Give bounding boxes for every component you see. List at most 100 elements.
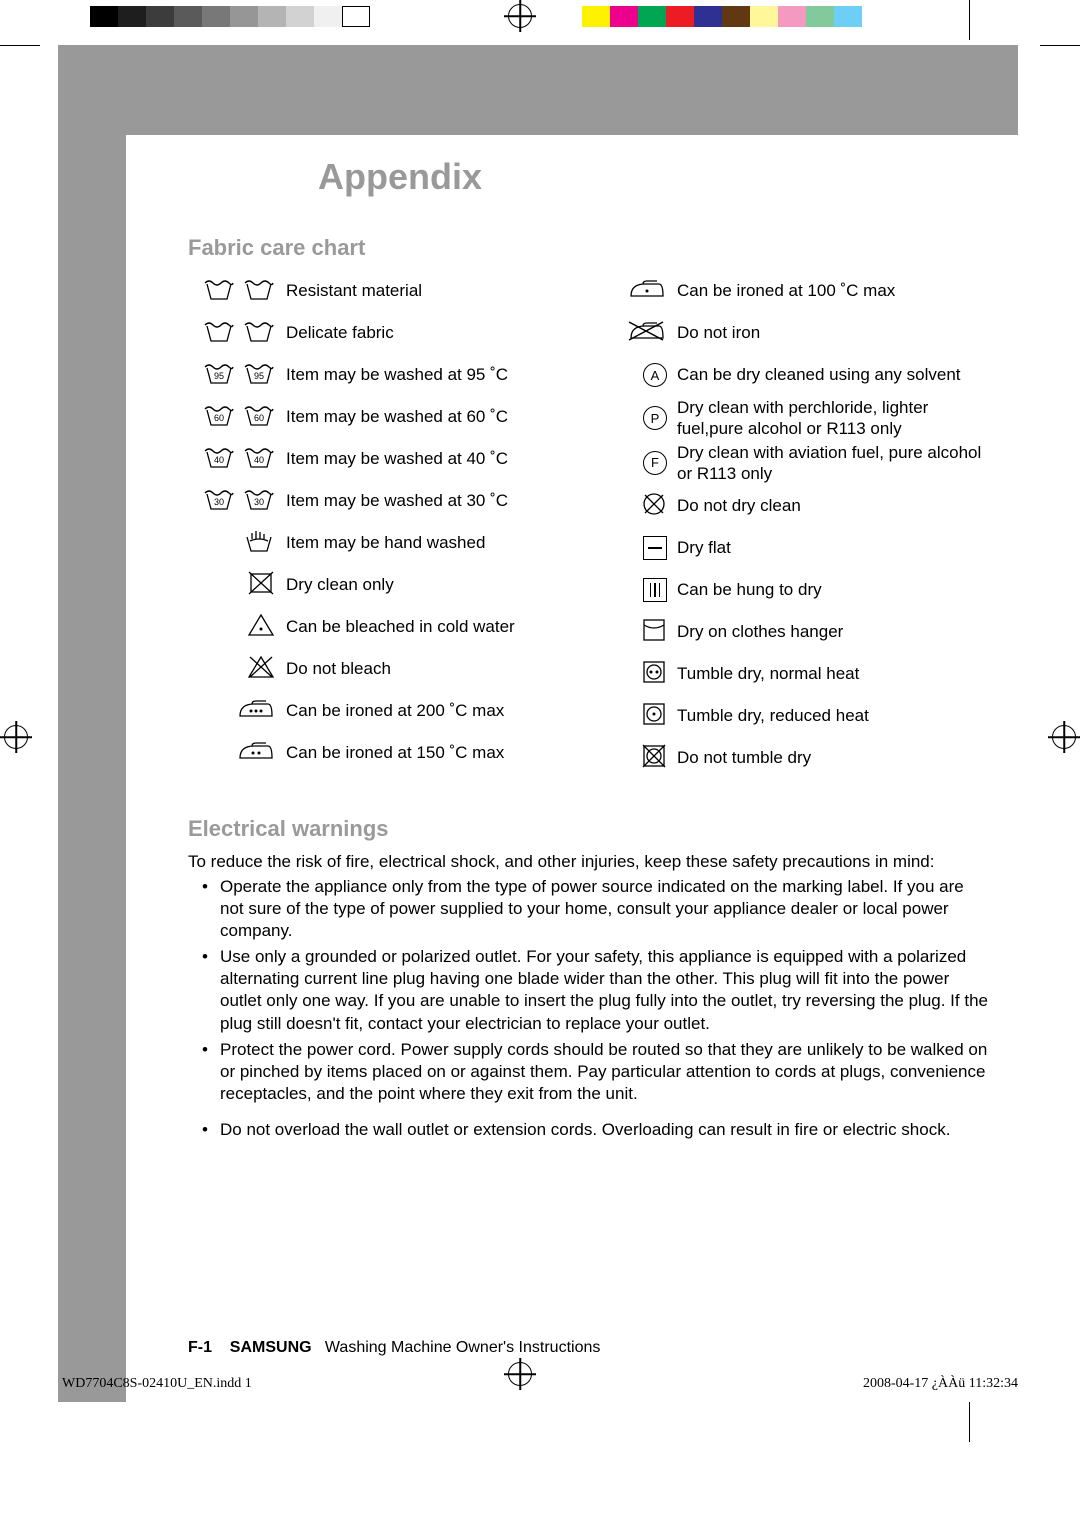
page-border-left — [58, 45, 126, 1402]
icon-slot — [607, 276, 667, 307]
care-label: Delicate fabric — [286, 322, 571, 343]
chart-row: 60 60 Item may be washed at 60 ˚C — [188, 397, 571, 437]
chart-row: P Dry clean with perchloride, lighter fue… — [607, 397, 990, 440]
chart-row: Dry flat — [607, 528, 990, 568]
svg-text:95: 95 — [214, 371, 224, 381]
chart-row: Delicate fabric — [188, 313, 571, 353]
warning-item: Operate the appliance only from the type… — [220, 876, 990, 942]
svg-text:60: 60 — [214, 413, 224, 423]
care-label: Dry flat — [677, 537, 990, 558]
icon-slot — [607, 536, 667, 560]
crop-mark — [0, 45, 40, 46]
chart-row: Can be ironed at 200 ˚C max — [188, 691, 571, 731]
care-label: Dry clean with aviation fuel, pure alcoh… — [677, 442, 990, 485]
no-tumble-icon — [641, 743, 667, 774]
chart-row: Do not iron — [607, 313, 990, 353]
wash60-icon: 60 — [202, 401, 236, 434]
care-label: Tumble dry, reduced heat — [677, 705, 990, 726]
no-iron-icon — [625, 318, 667, 349]
appendix-title-box: Appendix — [225, 149, 575, 204]
iron3-icon — [234, 696, 276, 727]
chart-row: 30 30 Item may be washed at 30 ˚C — [188, 481, 571, 521]
wash30-icon: 30 — [242, 485, 276, 518]
circle-F-icon: F — [643, 451, 667, 475]
svg-text:40: 40 — [214, 455, 224, 465]
care-label: Can be ironed at 150 ˚C max — [286, 742, 571, 763]
wash95-icon: 95 — [242, 359, 276, 392]
icon-slot: A — [607, 363, 667, 387]
crop-mark — [969, 1402, 970, 1442]
footer-brand: SAMSUNG — [230, 1339, 312, 1356]
icon-slot — [188, 611, 276, 644]
icon-slot — [607, 701, 667, 732]
wash60-icon: 60 — [242, 401, 276, 434]
color-swatches — [582, 6, 862, 27]
wash40-icon: 40 — [242, 443, 276, 476]
care-label: Dry clean with perchloride, lighter fuel… — [677, 397, 990, 440]
icon-slot: P — [607, 406, 667, 430]
care-label: Dry clean only — [286, 574, 571, 595]
indd-filename: WD7704C8S-02410U_EN.indd 1 — [62, 1376, 252, 1392]
appendix-title: Appendix — [318, 156, 482, 198]
chart-row: Do not bleach — [188, 649, 571, 689]
grayscale-swatches — [90, 6, 370, 27]
chart-row: 95 95 Item may be washed at 95 ˚C — [188, 355, 571, 395]
chart-row: Can be ironed at 150 ˚C max — [188, 733, 571, 773]
care-label: Do not dry clean — [677, 495, 990, 516]
icon-slot: 95 95 — [188, 359, 276, 392]
wash-icon — [242, 317, 276, 350]
chart-row: Tumble dry, reduced heat — [607, 696, 990, 736]
footer-text: Washing Machine Owner's Instructions — [325, 1339, 600, 1356]
icon-slot — [188, 317, 276, 350]
circle-P-icon: P — [643, 406, 667, 430]
hand-icon — [242, 527, 276, 560]
icon-slot — [188, 696, 276, 727]
chart-row: Dry clean only — [188, 565, 571, 605]
indd-timestamp: 2008-04-17 ¿ÀÀü 11:32:34 — [863, 1376, 1018, 1392]
icon-slot — [607, 491, 667, 522]
no-dryclean-icon — [641, 491, 667, 522]
care-label: Can be dry cleaned using any solvent — [677, 364, 990, 385]
care-label: Can be bleached in cold water — [286, 616, 571, 637]
tumble-reduced-icon — [641, 701, 667, 732]
svg-text:30: 30 — [254, 497, 264, 507]
icon-slot — [188, 275, 276, 308]
hanger-dry-icon — [641, 617, 667, 648]
iron2-icon — [234, 738, 276, 769]
chart-row: 40 40 Item may be washed at 40 ˚C — [188, 439, 571, 479]
tumble-normal-icon — [641, 659, 667, 690]
chart-right-column: Can be ironed at 100 ˚C max Do not ironA… — [607, 271, 990, 780]
circle-A-icon: A — [643, 363, 667, 387]
chart-row: A Can be dry cleaned using any solvent — [607, 355, 990, 395]
care-label: Can be ironed at 200 ˚C max — [286, 700, 571, 721]
registration-mark-left — [4, 725, 28, 749]
chart-row: Can be hung to dry — [607, 570, 990, 610]
care-label: Dry on clothes hanger — [677, 621, 990, 642]
care-label: Resistant material — [286, 280, 571, 301]
indesign-slug: WD7704C8S-02410U_EN.indd 1 2008-04-17 ¿À… — [62, 1376, 1018, 1392]
crop-mark — [969, 0, 970, 40]
footer-page-number: F-1 — [188, 1339, 212, 1356]
registration-mark-right — [1052, 725, 1076, 749]
wash-icon — [242, 275, 276, 308]
icon-slot — [188, 738, 276, 769]
chart-row: Resistant material — [188, 271, 571, 311]
icon-slot — [188, 653, 276, 686]
care-label: Do not bleach — [286, 658, 571, 679]
content-area: Fabric care chart Resistant material Del… — [188, 235, 990, 1145]
icon-slot — [188, 527, 276, 560]
svg-text:60: 60 — [254, 413, 264, 423]
hang-dry-icon — [643, 578, 667, 602]
no-bleach-icon — [246, 653, 276, 686]
icon-slot — [607, 743, 667, 774]
warning-item: Use only a grounded or polarized outlet.… — [220, 946, 990, 1034]
chart-row: Dry on clothes hanger — [607, 612, 990, 652]
care-label: Item may be washed at 40 ˚C — [286, 448, 571, 469]
svg-text:95: 95 — [254, 371, 264, 381]
registration-mark-top — [508, 4, 532, 28]
care-label: Tumble dry, normal heat — [677, 663, 990, 684]
icon-slot — [607, 578, 667, 602]
chart-row: Can be ironed at 100 ˚C max — [607, 271, 990, 311]
icon-slot: F — [607, 451, 667, 475]
icon-slot: 30 30 — [188, 485, 276, 518]
